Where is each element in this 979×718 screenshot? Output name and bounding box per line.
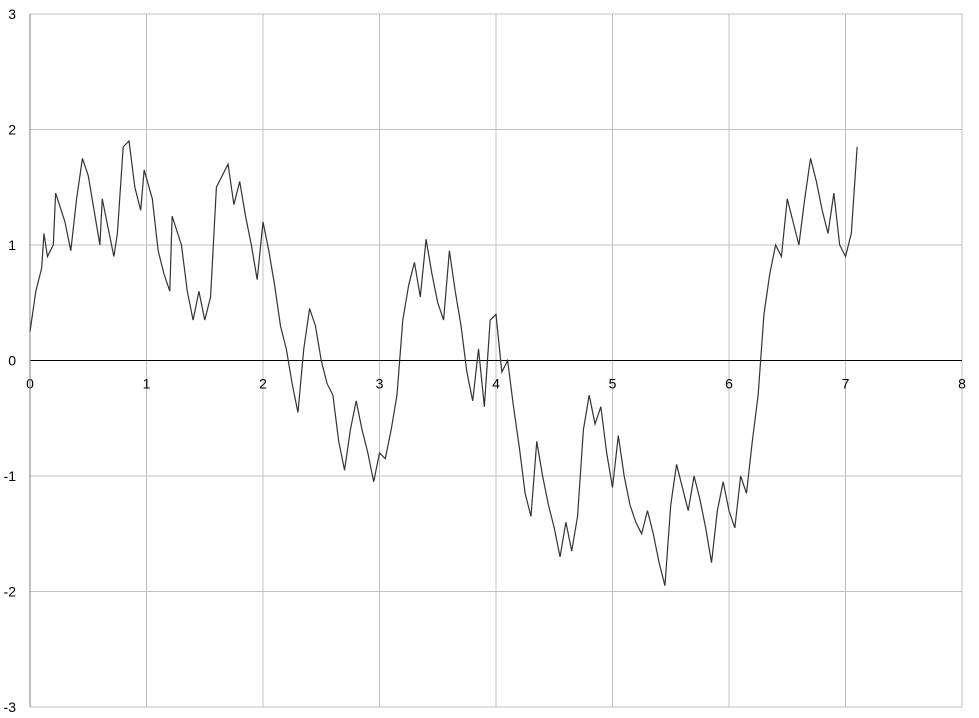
- y-tick-label: 0: [8, 353, 16, 369]
- y-tick-label: -3: [4, 699, 17, 715]
- x-tick-label: 7: [842, 376, 850, 392]
- x-tick-label: 6: [725, 376, 733, 392]
- x-tick-label: 2: [259, 376, 267, 392]
- y-tick-label: -1: [4, 468, 17, 484]
- x-tick-label: 4: [492, 376, 500, 392]
- y-tick-label: 2: [8, 122, 16, 138]
- x-tick-label: 3: [376, 376, 384, 392]
- x-tick-label: 1: [143, 376, 151, 392]
- y-tick-label: 3: [8, 6, 16, 22]
- data-line: [29, 139, 858, 586]
- y-tick-label: -2: [4, 584, 17, 600]
- x-tick-label: 5: [609, 376, 617, 392]
- x-tick-label: 8: [958, 376, 966, 392]
- y-tick-label: 1: [8, 237, 16, 253]
